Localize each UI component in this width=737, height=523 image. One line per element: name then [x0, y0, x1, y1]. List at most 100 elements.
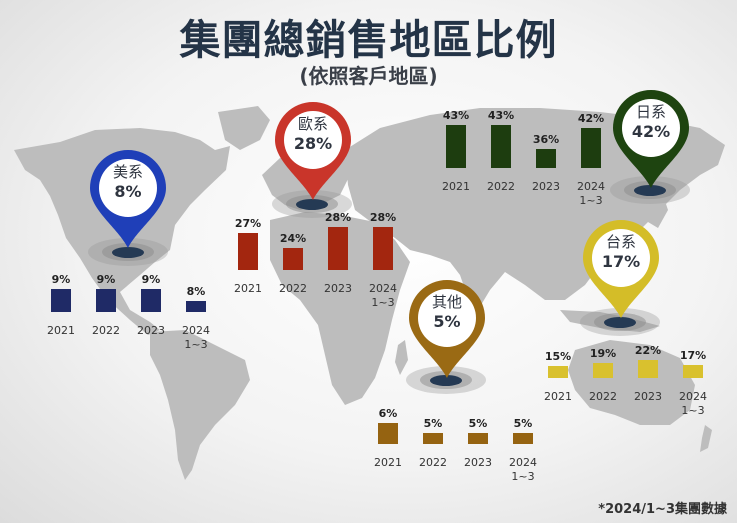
bar-group-2024: 8% 2024 1~3	[182, 250, 210, 351]
bar	[378, 423, 398, 444]
bar-category-label: 2023	[137, 324, 165, 337]
bar	[446, 125, 466, 168]
bar	[328, 227, 348, 270]
pin-tw: 台系 17%	[581, 218, 661, 322]
bar-value-label: 8%	[186, 285, 206, 298]
bar	[283, 248, 303, 270]
bar-group-2021: 15% 2021	[544, 342, 572, 403]
bar-value-label: 5%	[468, 417, 488, 430]
bar-value-label: 28%	[369, 211, 397, 224]
bar-category-label: 2021	[544, 390, 572, 403]
pin-region-label: 美系	[112, 163, 143, 181]
bar-category-label: 2024 1~3	[679, 390, 707, 417]
pin-eu: 歐系 28%	[273, 100, 353, 204]
bar-chart-jp: 43% 2021 43% 2022 36% 2023 42% 2024 1~3	[442, 108, 623, 207]
pin-region-percent: 42%	[631, 122, 671, 141]
bar	[581, 128, 601, 168]
bar	[683, 365, 703, 378]
bar-value-label: 22%	[634, 344, 662, 357]
bar-value-label: 27%	[234, 217, 262, 230]
bar	[186, 301, 206, 312]
bar-category-label: 2022	[419, 456, 447, 469]
pin-region-label: 其他	[431, 293, 462, 311]
bar-group-2023: 22% 2023	[634, 342, 662, 403]
pin-region-label: 日系	[635, 103, 666, 121]
bar-category-label: 2023	[532, 180, 560, 193]
bar-group-2024: 28% 2024 1~3	[369, 208, 397, 309]
bar-value-label: 43%	[487, 109, 515, 122]
bar-value-label: 9%	[51, 273, 71, 286]
bar-category-label: 2022	[487, 180, 515, 193]
bar-group-2022: 9% 2022	[92, 250, 120, 337]
pin-other: 其他 5%	[407, 278, 487, 382]
bar-group-2022: 24% 2022	[279, 208, 307, 295]
bar-value-label: 5%	[513, 417, 533, 430]
map-pin-icon	[409, 280, 485, 378]
bar-value-label: 9%	[96, 273, 116, 286]
bar	[638, 360, 658, 378]
bar-value-label: 24%	[279, 232, 307, 245]
bar-category-label: 2023	[634, 390, 662, 403]
bar-group-2021: 43% 2021	[442, 108, 470, 193]
bar-category-label: 2021	[442, 180, 470, 193]
page-title: 集團總銷售地區比例	[179, 16, 558, 64]
bar-group-2021: 9% 2021	[47, 250, 75, 337]
bar-group-2023: 36% 2023	[532, 108, 560, 193]
bar-value-label: 6%	[378, 407, 398, 420]
bar-value-label: 36%	[532, 133, 560, 146]
bar-chart-tw: 15% 2021 19% 2022 22% 2023 17% 2024 1~3	[544, 342, 725, 417]
bar-group-2021: 6% 2021	[374, 400, 402, 469]
bar	[536, 149, 556, 168]
bar-category-label: 2024 1~3	[182, 324, 210, 351]
bar	[373, 227, 393, 270]
bar-category-label: 2024 1~3	[369, 282, 397, 309]
bar-group-2022: 19% 2022	[589, 342, 617, 403]
bar-chart-other: 6% 2021 5% 2022 5% 2023 5% 2024 1~3	[374, 400, 555, 483]
map-pin-icon	[275, 102, 351, 200]
bar-value-label: 28%	[324, 211, 352, 224]
bar	[593, 363, 613, 378]
bar-category-label: 2021	[234, 282, 262, 295]
bar-value-label: 15%	[544, 350, 572, 363]
pin-region-percent: 8%	[114, 182, 142, 201]
pin-region-percent: 5%	[433, 312, 461, 331]
bar	[423, 433, 443, 444]
pin-shadow-other	[406, 366, 486, 394]
bar-value-label: 42%	[577, 112, 605, 125]
bar-category-label: 2024 1~3	[509, 456, 537, 483]
bar-group-2022: 43% 2022	[487, 108, 515, 193]
bar-category-label: 2022	[589, 390, 617, 403]
bar-category-label: 2022	[279, 282, 307, 295]
map-pin-icon	[583, 220, 659, 318]
bar	[238, 233, 258, 270]
bar	[468, 433, 488, 444]
bar-group-2023: 28% 2023	[324, 208, 352, 295]
bar-group-2021: 27% 2021	[234, 208, 262, 295]
bar	[548, 366, 568, 378]
bar-chart-us: 9% 2021 9% 2022 9% 2023 8% 2024 1~3	[47, 250, 228, 351]
bar	[141, 289, 161, 312]
bar-group-2023: 9% 2023	[137, 250, 165, 337]
bar-group-2024: 17% 2024 1~3	[679, 342, 707, 417]
map-pin-icon	[613, 90, 689, 188]
bar-value-label: 9%	[141, 273, 161, 286]
pin-region-percent: 28%	[293, 134, 333, 153]
bar-value-label: 19%	[589, 347, 617, 360]
bar-chart-eu: 27% 2021 24% 2022 28% 2023 28% 2024 1~3	[234, 208, 415, 309]
bar-category-label: 2021	[47, 324, 75, 337]
bar-value-label: 5%	[423, 417, 443, 430]
bar-group-2024: 5% 2024 1~3	[509, 400, 537, 483]
bar-category-label: 2023	[464, 456, 492, 469]
pin-shadow-jp	[610, 176, 690, 204]
bar-category-label: 2022	[92, 324, 120, 337]
bar-group-2022: 5% 2022	[419, 400, 447, 469]
pin-us: 美系 8%	[88, 148, 168, 252]
pin-jp: 日系 42%	[611, 88, 691, 192]
bar-category-label: 2024 1~3	[577, 180, 605, 207]
bar-group-2023: 5% 2023	[464, 400, 492, 469]
pin-region-label: 台系	[605, 233, 636, 251]
bar-category-label: 2023	[324, 282, 352, 295]
bar	[513, 433, 533, 444]
bar	[51, 289, 71, 312]
footnote: *2024/1~3集團數據	[598, 502, 727, 517]
